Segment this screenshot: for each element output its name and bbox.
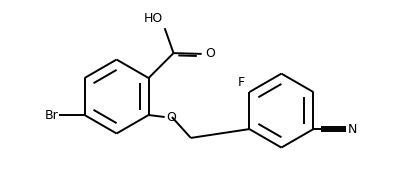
Text: O: O	[166, 110, 176, 124]
Text: HO: HO	[143, 12, 162, 25]
Text: Br: Br	[44, 109, 58, 122]
Text: F: F	[238, 76, 245, 89]
Text: N: N	[347, 123, 356, 136]
Text: O: O	[205, 47, 214, 60]
